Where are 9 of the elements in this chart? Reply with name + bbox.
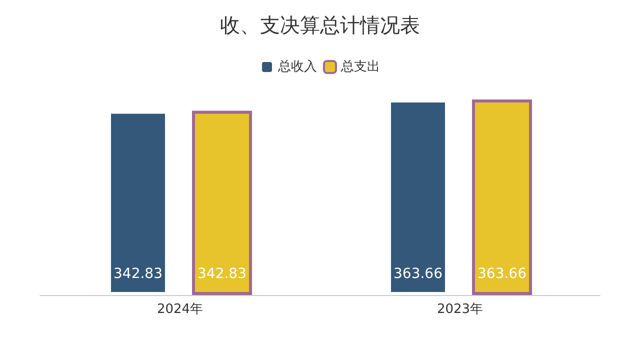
- x-tick-label: 2024年: [156, 302, 204, 317]
- data-label: 363.66: [478, 266, 527, 282]
- x-tick-label: 2023年: [436, 302, 484, 317]
- data-label: 363.66: [394, 266, 443, 282]
- data-label: 342.83: [114, 266, 162, 282]
- data-label: 342.83: [198, 266, 246, 282]
- legend-label: 总支出: [340, 60, 380, 74]
- chart-title: 收、支决算总计情况表: [220, 13, 420, 37]
- legend-label: 总收入: [277, 60, 317, 74]
